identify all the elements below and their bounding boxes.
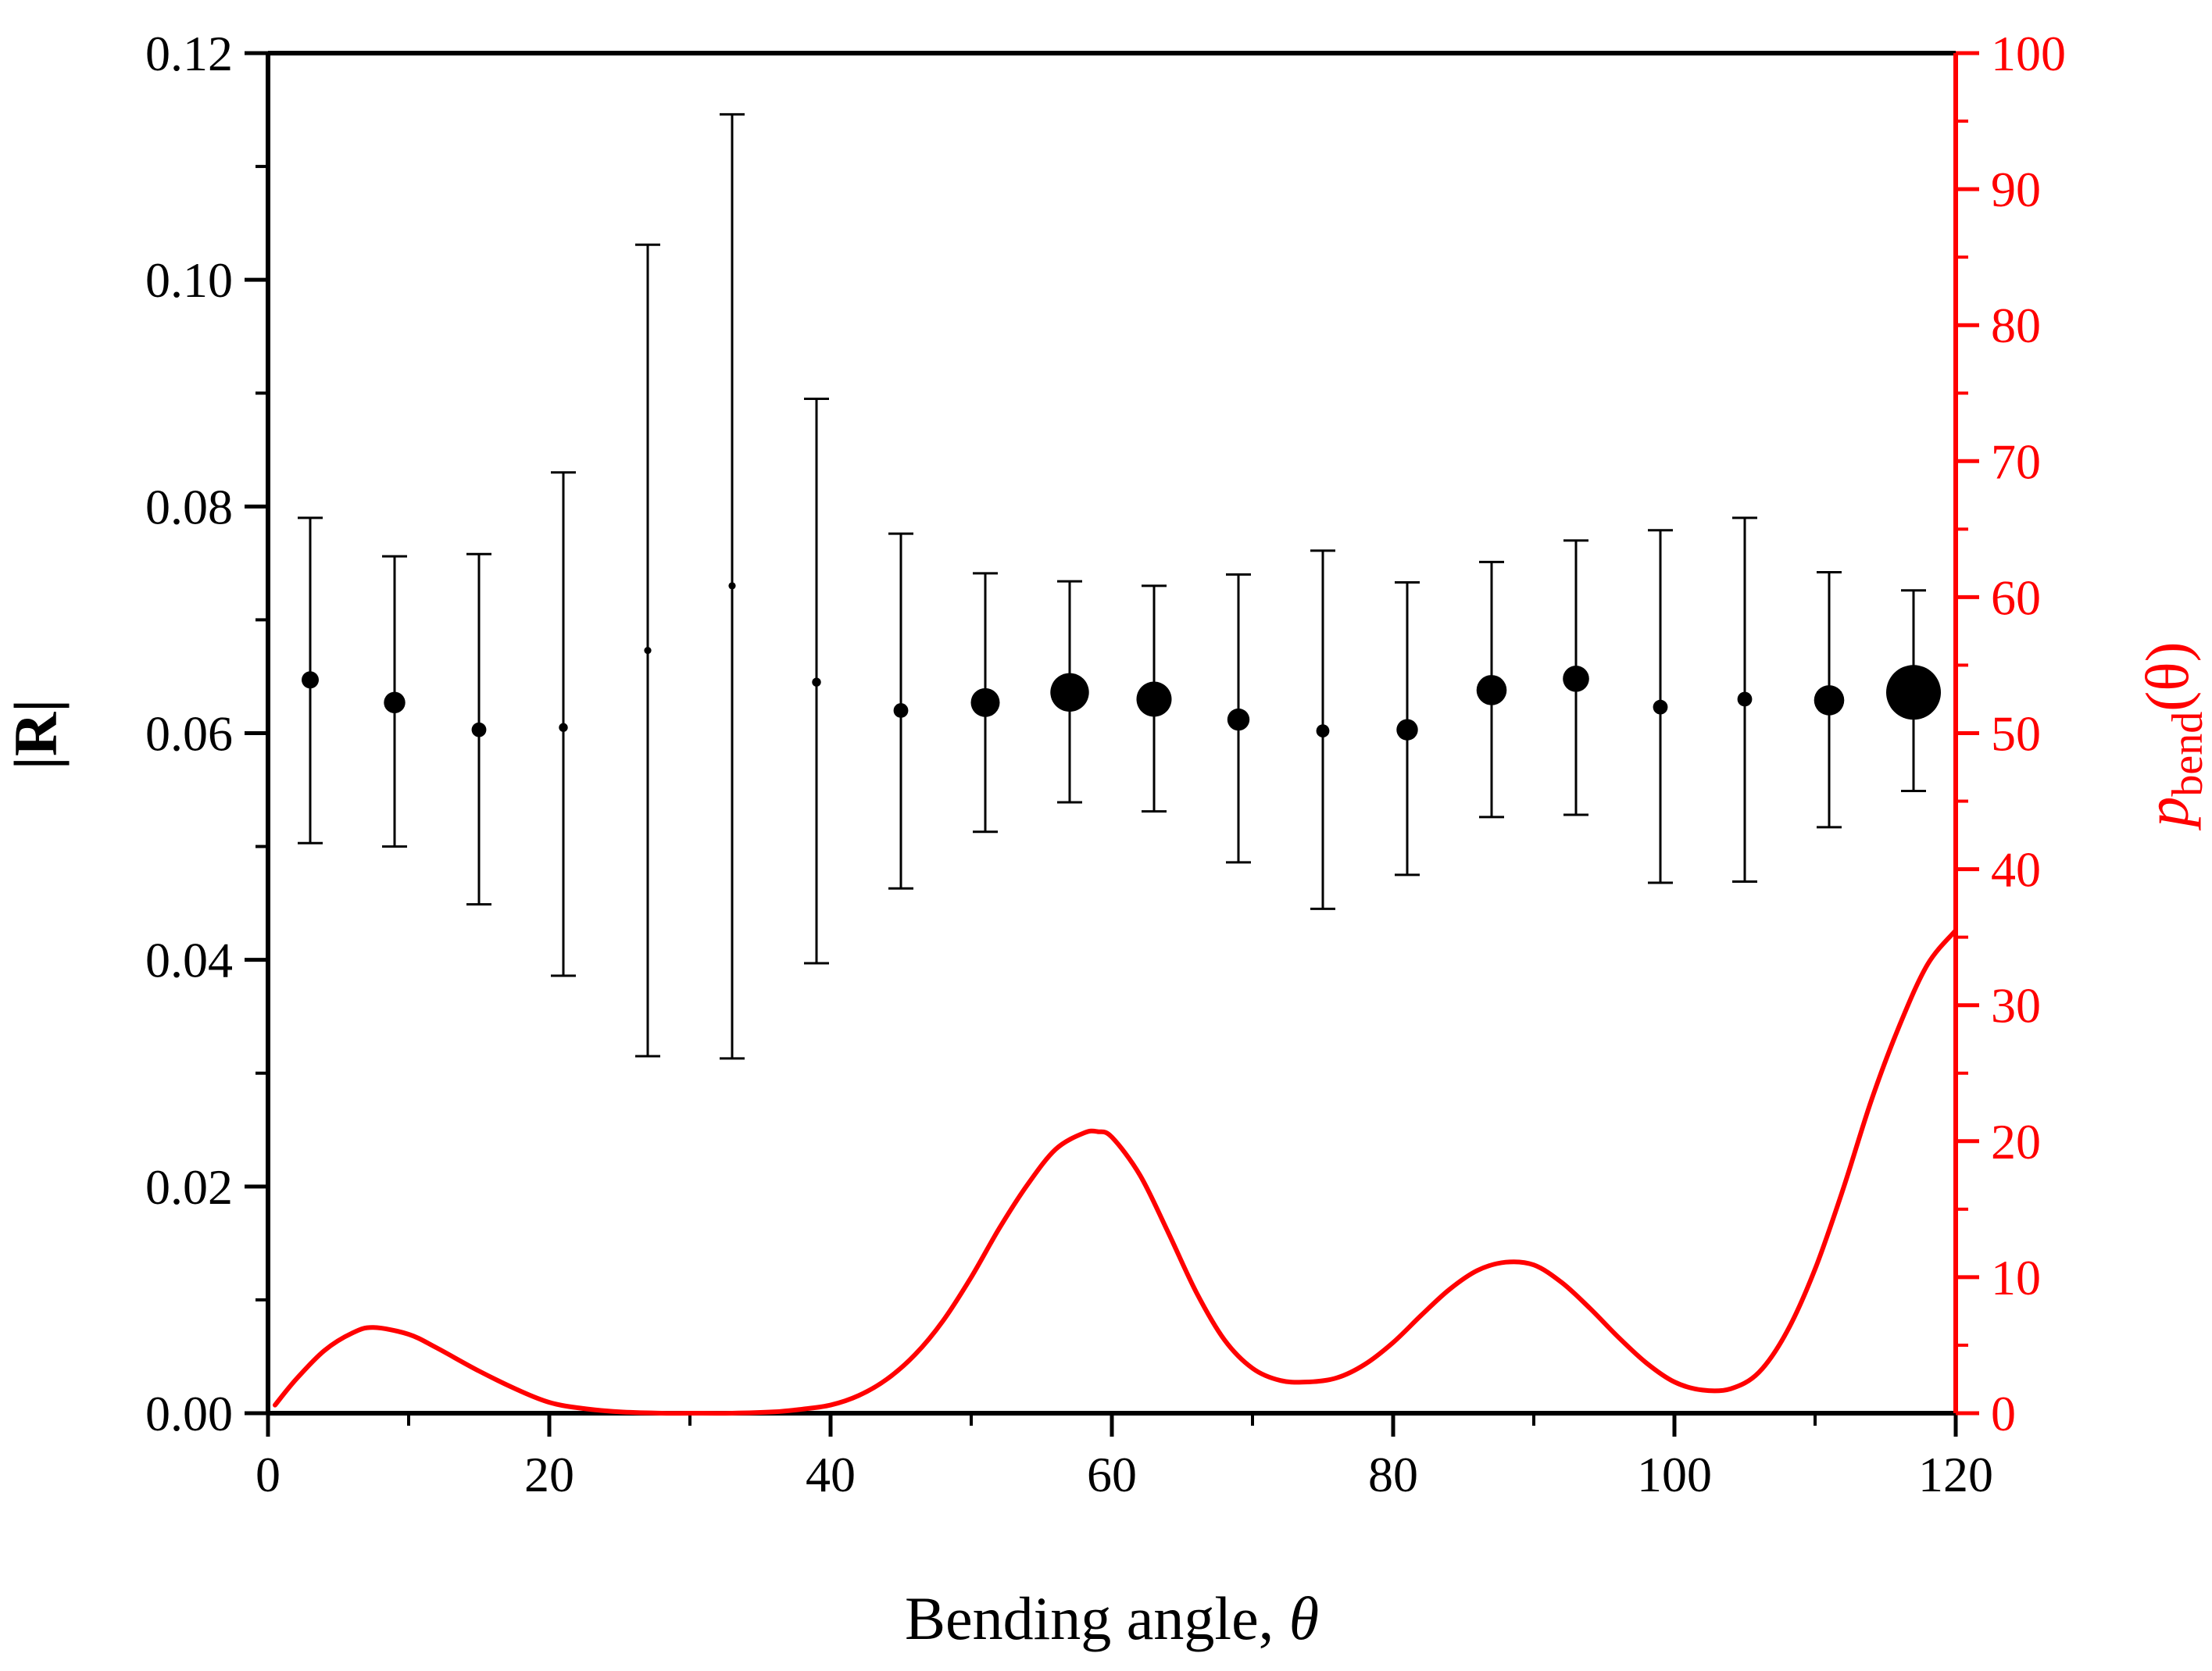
r-data-point [635, 243, 660, 1058]
r-data-point [1310, 549, 1335, 910]
y2-tick-label: 90 [1991, 162, 2041, 217]
r-data-point [888, 532, 913, 890]
y2-tick-label: 20 [1991, 1114, 2041, 1169]
y-tick-label: 0.10 [145, 252, 233, 308]
r-data-point [720, 112, 745, 1060]
y2-tick-label: 0 [1991, 1386, 2016, 1441]
y-axis-right-title-p: p [2133, 797, 2201, 831]
r-data-point [298, 516, 323, 844]
point-marker [1050, 673, 1089, 712]
r-data-point [1050, 580, 1089, 804]
y2-tick-label: 70 [1991, 434, 2041, 489]
x-axis-title-symbol: θ [1289, 1584, 1319, 1652]
y2-tick-label: 10 [1991, 1250, 2041, 1305]
x-axis-ticks: 0 20 40 60 80 100 120 [256, 1413, 1993, 1502]
x-tick-label: 100 [1637, 1447, 1712, 1502]
y-axis-right-ticks: 0 10 20 30 40 50 60 70 80 90 100 [1956, 26, 2066, 1441]
point-marker [1476, 675, 1507, 705]
y-tick-label: 0.02 [145, 1159, 233, 1215]
point-marker [384, 691, 406, 714]
x-tick-label: 80 [1368, 1447, 1418, 1502]
r-data-point [1814, 570, 1845, 829]
r-points-layer [298, 112, 1941, 1060]
point-marker [1737, 691, 1753, 707]
r-data-point [970, 572, 1000, 834]
r-data-point [382, 555, 407, 848]
point-marker [559, 723, 568, 732]
point-marker [471, 722, 487, 737]
r-data-point [1648, 529, 1673, 884]
plot-frame [266, 51, 1958, 1416]
y-tick-label: 0.12 [145, 26, 233, 81]
point-marker [970, 687, 1000, 717]
y2-tick-label: 40 [1991, 842, 2041, 898]
r-data-point [1226, 573, 1251, 864]
point-marker [1886, 665, 1941, 720]
y-tick-label: 0.00 [145, 1386, 233, 1441]
pbend-curve [273, 927, 1958, 1416]
point-marker [1814, 685, 1845, 716]
x-tick-label: 120 [1918, 1447, 1993, 1502]
r-data-point [551, 471, 576, 977]
y-axis-right-title: pbend(θ) [2133, 641, 2212, 830]
point-marker [1563, 666, 1589, 692]
r-data-point [1476, 560, 1507, 819]
y2-tick-label: 30 [1991, 978, 2041, 1034]
y2-tick-label: 80 [1991, 298, 2041, 353]
y-tick-label: 0.04 [145, 933, 233, 988]
r-data-point [1395, 581, 1420, 877]
point-marker [644, 646, 652, 655]
point-marker [728, 582, 736, 590]
y-axis-right-title-subscript: bend [2164, 712, 2212, 797]
y2-tick-label: 60 [1991, 569, 2041, 625]
r-data-point [1732, 516, 1757, 884]
point-marker [1136, 681, 1172, 717]
r-data-point [1563, 539, 1589, 816]
point-marker [1653, 699, 1668, 715]
point-marker [893, 703, 909, 718]
pbend-curve-layer [273, 927, 1958, 1416]
x-tick-label: 0 [256, 1447, 281, 1502]
y-axis-right-title-suffix: (θ) [2133, 641, 2201, 711]
y-axis-left-ticks: 0.00 0.02 0.04 0.06 0.08 0.10 0.12 [145, 26, 268, 1441]
y-axis-left-title: |R| [2, 699, 70, 770]
r-data-point [1136, 584, 1172, 813]
y2-tick-label: 100 [1991, 26, 2066, 81]
point-marker [1227, 708, 1250, 731]
y-tick-label: 0.06 [145, 706, 233, 762]
point-marker [302, 671, 319, 689]
r-data-point [804, 398, 829, 965]
r-data-point [466, 552, 491, 906]
point-marker [1316, 724, 1330, 737]
y-tick-label: 0.08 [145, 479, 233, 534]
x-tick-label: 60 [1087, 1447, 1137, 1502]
x-axis-title-text: Bending angle, [905, 1584, 1289, 1652]
x-tick-label: 40 [806, 1447, 856, 1502]
y2-tick-label: 50 [1991, 706, 2041, 762]
point-marker [1396, 719, 1418, 741]
point-marker [812, 677, 821, 687]
x-tick-label: 20 [524, 1447, 574, 1502]
x-axis-title: Bending angle, θ [905, 1584, 1319, 1652]
r-data-point [1886, 589, 1941, 792]
